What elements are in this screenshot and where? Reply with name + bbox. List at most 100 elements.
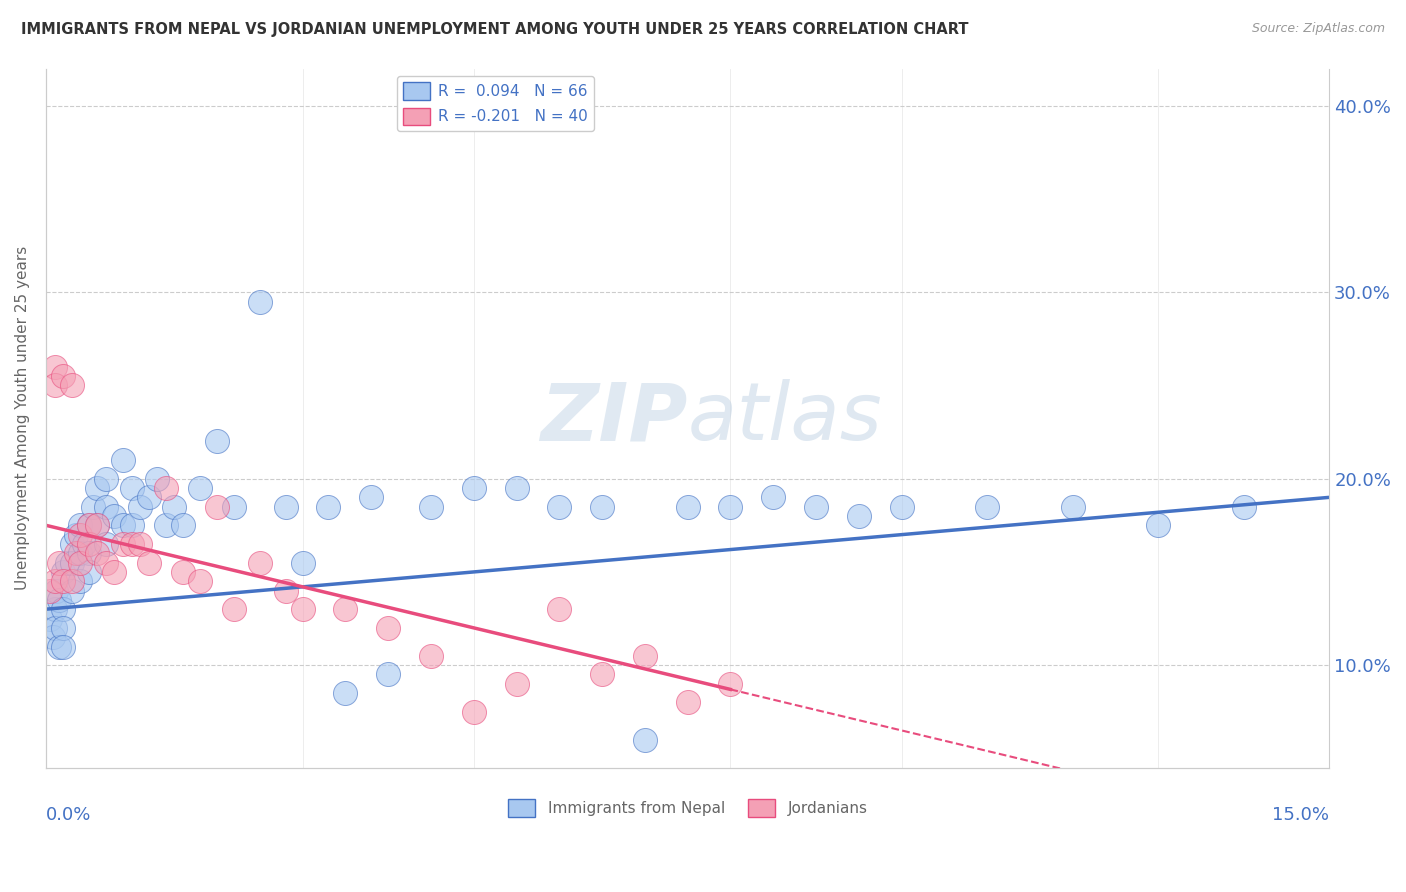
Point: [103, 565, 125, 579]
Point: [73, 537, 96, 551]
Point: [420, 500, 443, 514]
Point: [77, 565, 100, 579]
Point: [44, 602, 66, 616]
Point: [69, 546, 91, 560]
Point: [121, 537, 143, 551]
Point: [121, 518, 143, 533]
Point: [129, 537, 152, 551]
Point: [111, 537, 134, 551]
Point: [42, 630, 65, 644]
Point: [52, 369, 75, 384]
Point: [1062, 500, 1084, 514]
Point: [77, 518, 100, 533]
Point: [205, 500, 228, 514]
Point: [77, 518, 100, 533]
Point: [52, 574, 75, 589]
Point: [52, 565, 75, 579]
Point: [291, 556, 314, 570]
Point: [86, 518, 108, 533]
Point: [463, 705, 485, 719]
Point: [86, 546, 108, 560]
Point: [676, 500, 699, 514]
Point: [60, 583, 83, 598]
Point: [69, 527, 91, 541]
Point: [82, 500, 104, 514]
Point: [420, 648, 443, 663]
Point: [316, 500, 339, 514]
Point: [60, 537, 83, 551]
Point: [111, 453, 134, 467]
Point: [44, 378, 66, 392]
Point: [44, 621, 66, 635]
Point: [335, 686, 357, 700]
Point: [1233, 500, 1256, 514]
Point: [377, 621, 399, 635]
Point: [155, 481, 177, 495]
Point: [138, 556, 160, 570]
Point: [548, 500, 571, 514]
Point: [718, 677, 741, 691]
Point: [56, 556, 79, 570]
Point: [48, 556, 70, 570]
Point: [155, 518, 177, 533]
Point: [976, 500, 998, 514]
Point: [274, 500, 297, 514]
Point: [249, 294, 271, 309]
Point: [224, 602, 246, 616]
Point: [291, 602, 314, 616]
Point: [60, 574, 83, 589]
Point: [505, 677, 527, 691]
Point: [591, 500, 613, 514]
Point: [103, 508, 125, 523]
Point: [48, 593, 70, 607]
Point: [360, 491, 382, 505]
Point: [172, 565, 194, 579]
Text: 15.0%: 15.0%: [1272, 806, 1329, 824]
Point: [188, 574, 211, 589]
Point: [65, 546, 87, 560]
Point: [65, 527, 87, 541]
Point: [804, 500, 827, 514]
Point: [69, 556, 91, 570]
Text: atlas: atlas: [688, 379, 883, 457]
Point: [762, 491, 785, 505]
Point: [77, 537, 100, 551]
Point: [890, 500, 912, 514]
Point: [44, 359, 66, 374]
Point: [848, 508, 870, 523]
Point: [44, 574, 66, 589]
Point: [52, 640, 75, 654]
Point: [48, 640, 70, 654]
Point: [634, 648, 657, 663]
Point: [163, 500, 186, 514]
Point: [188, 481, 211, 495]
Point: [39, 611, 62, 625]
Point: [505, 481, 527, 495]
Point: [94, 472, 117, 486]
Point: [377, 667, 399, 681]
Y-axis label: Unemployment Among Youth under 25 years: Unemployment Among Youth under 25 years: [15, 246, 30, 591]
Point: [52, 602, 75, 616]
Text: 0.0%: 0.0%: [46, 806, 91, 824]
Legend: Immigrants from Nepal, Jordanians: Immigrants from Nepal, Jordanians: [502, 793, 873, 823]
Point: [45, 583, 67, 598]
Point: [86, 518, 108, 533]
Point: [69, 574, 91, 589]
Point: [94, 500, 117, 514]
Point: [1147, 518, 1170, 533]
Point: [591, 667, 613, 681]
Point: [274, 583, 297, 598]
Point: [146, 472, 169, 486]
Text: ZIP: ZIP: [540, 379, 688, 457]
Point: [60, 378, 83, 392]
Point: [249, 556, 271, 570]
Point: [60, 556, 83, 570]
Point: [86, 481, 108, 495]
Point: [39, 583, 62, 598]
Point: [205, 434, 228, 449]
Text: Source: ZipAtlas.com: Source: ZipAtlas.com: [1251, 22, 1385, 36]
Point: [463, 481, 485, 495]
Point: [94, 556, 117, 570]
Point: [224, 500, 246, 514]
Point: [52, 621, 75, 635]
